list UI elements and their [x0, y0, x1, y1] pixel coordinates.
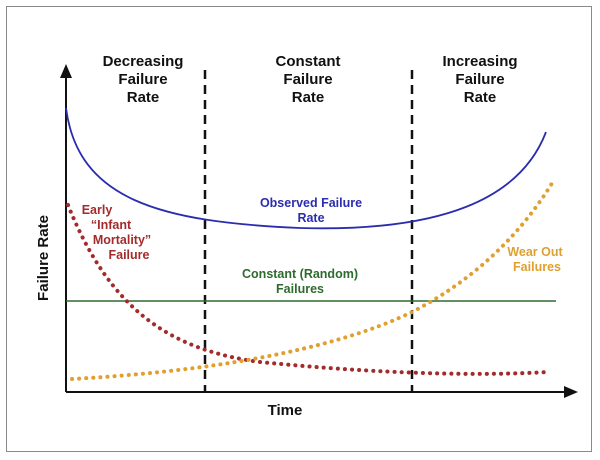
diagram-frame [6, 6, 592, 452]
wearout-failure-label: Wear Out Failures [507, 245, 563, 274]
region-header-line: Increasing [442, 53, 517, 70]
region-header-line: Rate [464, 89, 497, 106]
region-header-line: Failure [283, 71, 332, 88]
constant-failure-label: Constant (Random) Failures [242, 267, 358, 296]
x-axis-label: Time [268, 402, 303, 419]
early-failure-curve [66, 203, 550, 376]
region-header-decreasing: Decreasing Failure Rate [103, 53, 184, 106]
early-label-line: Early [82, 203, 113, 217]
x-axis-arrow [564, 386, 578, 398]
early-label-line: “Infant [91, 218, 132, 232]
region-header-line: Constant [276, 53, 341, 70]
wearout-label-line: Failures [513, 260, 561, 274]
y-axis-arrow [60, 64, 72, 78]
constant-label-line: Constant (Random) [242, 267, 358, 281]
wearout-label-line: Wear Out [507, 245, 563, 259]
region-header-line: Failure [118, 71, 167, 88]
wearout-failure-curve [70, 178, 556, 381]
early-failure-label: Early “Infant Mortality” Failure [82, 203, 151, 262]
region-header-constant: Constant Failure Rate [276, 53, 341, 106]
observed-label-line: Observed Failure [260, 196, 362, 210]
region-header-line: Rate [292, 89, 325, 106]
y-axis-label: Failure Rate [35, 215, 52, 301]
early-label-line: Mortality” [93, 233, 151, 247]
observed-failure-label: Observed Failure Rate [260, 196, 362, 225]
observed-label-line: Rate [297, 211, 324, 225]
region-header-line: Failure [455, 71, 504, 88]
observed-failure-curve [65, 107, 547, 230]
region-header-line: Rate [127, 89, 160, 106]
early-label-line: Failure [109, 248, 150, 262]
constant-label-line: Failures [276, 282, 324, 296]
region-header-increasing: Increasing Failure Rate [442, 53, 517, 106]
region-header-line: Decreasing [103, 53, 184, 70]
